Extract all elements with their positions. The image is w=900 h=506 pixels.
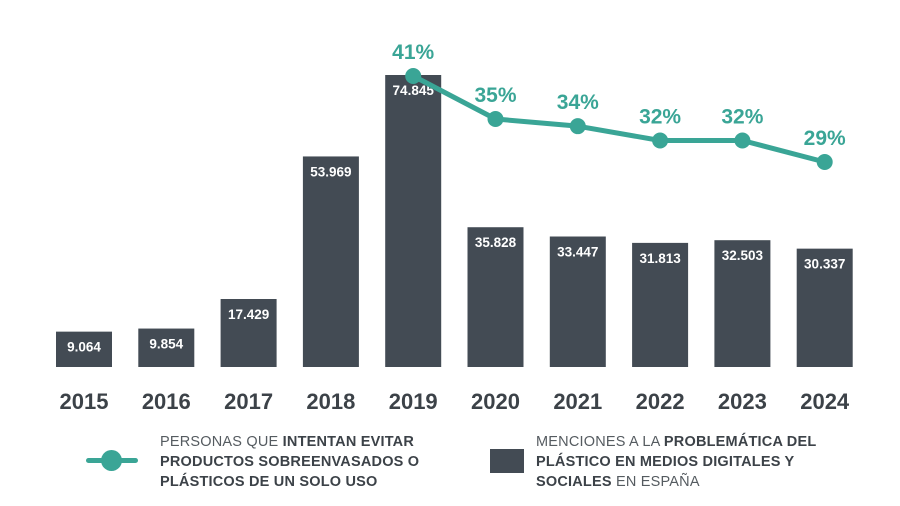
legend-line-bold: INTENTAN EVITAR PRODUCTOS SOBREENVASADOS… [160, 434, 420, 490]
bar [714, 240, 771, 367]
line-point [734, 132, 751, 149]
legend-bar-swatch [490, 449, 524, 473]
bar [467, 227, 524, 367]
combo-chart: 9.064 2015 9.854 2016 17.429 2017 53.969 2018 74… [56, 41, 853, 414]
legend-bar-pre: MENCIONES A LA [536, 434, 664, 450]
bar-value-label: 35.828 [475, 235, 517, 250]
x-tick-label: 2018 [306, 389, 355, 414]
line-point [487, 111, 504, 127]
bar-value-label: 31.813 [639, 251, 681, 266]
line-value-label: 32% [639, 106, 681, 129]
bar-value-label: 53.969 [310, 164, 351, 179]
legend-bar-post: EN ESPAÑA [611, 474, 700, 490]
bar-value-label: 17.429 [228, 307, 269, 322]
series-line [410, 73, 828, 165]
x-tick-label: 2019 [389, 389, 438, 414]
line-point [405, 68, 422, 84]
x-tick-label: 2020 [471, 389, 520, 414]
line-value-label: 29% [804, 127, 846, 150]
bar [632, 242, 689, 367]
x-tick-label: 2022 [636, 389, 685, 414]
legend-line-text: PERSONAS QUE INTENTAN EVITAR PRODUCTOS S… [160, 432, 470, 492]
line-point [569, 118, 586, 135]
bar [220, 299, 277, 367]
bar [138, 328, 195, 367]
legend-bar-text: MENCIONES A LA PROBLEMÁTICA DEL PLÁSTICO… [536, 432, 866, 492]
line-value-label: 32% [721, 106, 763, 129]
x-tick-label: 2017 [224, 389, 273, 414]
bar-value-label: 9.854 [149, 337, 183, 352]
legend-bar-bold: PROBLEMÁTICA DEL PLÁSTICO EN MEDIOS DIGI… [536, 434, 817, 490]
bar [385, 75, 442, 367]
x-tick-label: 2016 [142, 389, 191, 414]
x-tick-label: 2015 [60, 389, 109, 414]
bar [796, 248, 853, 367]
line-value-label: 35% [474, 84, 516, 107]
legend-line-pre: PERSONAS QUE [160, 434, 283, 450]
bar-value-label: 74.845 [393, 83, 435, 98]
x-tick-label: 2021 [553, 389, 602, 414]
bar-value-label: 32.503 [722, 248, 764, 263]
x-tick-label: 2024 [800, 389, 850, 414]
bar [302, 156, 359, 367]
line-point [816, 154, 833, 170]
line-value-label: 41% [392, 41, 434, 64]
line-point [652, 132, 669, 149]
x-tick-label: 2023 [718, 389, 767, 414]
bar [56, 331, 112, 367]
bar-value-label: 30.337 [804, 257, 845, 272]
bar-value-label: 9.064 [67, 340, 101, 355]
bar [549, 236, 606, 367]
bar-value-label: 33.447 [557, 245, 598, 260]
legend-line-swatch [86, 450, 138, 471]
line-value-label: 34% [557, 91, 599, 114]
